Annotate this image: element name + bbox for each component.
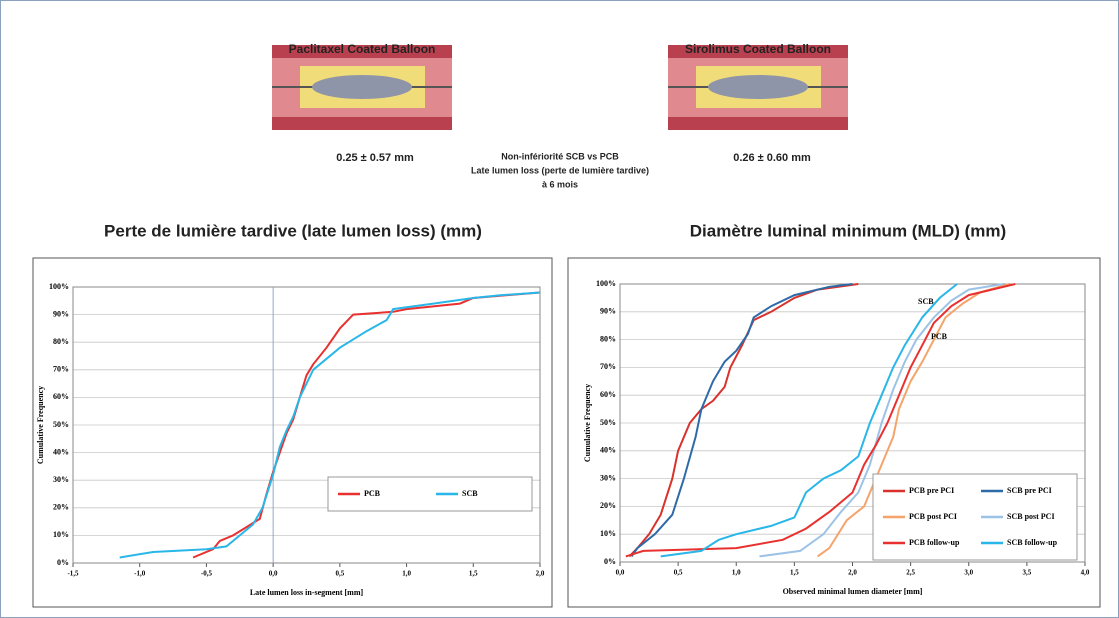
legend-label: PCB pre PCI	[909, 486, 954, 495]
comparison-line: à 6 mois	[542, 179, 578, 189]
y-tick-label: 50%	[53, 420, 69, 429]
y-tick-label: 30%	[53, 475, 69, 484]
y-axis-label: Cumulative Frequency	[583, 384, 592, 462]
legend-label: PCB post PCI	[909, 512, 957, 521]
legend-label: SCB follow-up	[1007, 538, 1058, 547]
y-tick-label: 0%	[604, 557, 616, 566]
y-tick-label: 80%	[53, 337, 69, 346]
y-tick-label: 20%	[53, 503, 69, 512]
x-tick-label: 3,5	[1023, 569, 1032, 577]
result-label: 0.25 ± 0.57 mm	[336, 152, 414, 164]
x-tick-label: 0,0	[269, 570, 278, 578]
x-tick-label: -0,5	[201, 570, 213, 578]
y-tick-label: 40%	[53, 447, 69, 456]
y-axis-label: Cumulative Frequency	[36, 386, 45, 464]
y-tick-label: 70%	[600, 362, 616, 371]
chart-title: Diamètre luminal minimum (MLD) (mm)	[690, 221, 1006, 240]
y-tick-label: 10%	[600, 529, 616, 538]
y-tick-label: 90%	[53, 309, 69, 318]
x-tick-label: 1,0	[732, 569, 741, 577]
y-tick-label: 50%	[600, 418, 616, 427]
y-tick-label: 60%	[600, 390, 616, 399]
y-tick-label: 100%	[596, 279, 616, 288]
annotation: SCB	[918, 297, 934, 306]
y-tick-label: 60%	[53, 392, 69, 401]
balloon-illustration	[668, 45, 848, 130]
comparison-line: Non-infériorité SCB vs PCB	[501, 151, 619, 161]
comparison-line: Late lumen loss (perte de lumière tardiv…	[471, 165, 649, 175]
x-tick-label: 0,5	[335, 570, 344, 578]
y-tick-label: 80%	[600, 334, 616, 343]
legend-label: SCB pre PCI	[1007, 486, 1052, 495]
chart-frame	[33, 258, 552, 607]
balloon-illustration	[272, 45, 452, 130]
legend-label: PCB follow-up	[909, 538, 960, 547]
annotation: PCB	[931, 332, 948, 341]
x-tick-label: 0,0	[616, 569, 625, 577]
y-tick-label: 30%	[600, 473, 616, 482]
x-axis-label: Late lumen loss in-segment [mm]	[250, 588, 364, 597]
x-tick-label: 1,5	[790, 569, 799, 577]
x-tick-label: 1,5	[469, 570, 478, 578]
x-tick-label: 2,5	[906, 569, 915, 577]
x-axis-label: Observed minimal lumen diameter [mm]	[783, 587, 923, 596]
x-tick-label: -1,0	[134, 570, 146, 578]
x-tick-label: 1,0	[402, 570, 411, 578]
x-tick-label: 3,0	[964, 569, 973, 577]
y-tick-label: 10%	[53, 530, 69, 539]
y-tick-label: 40%	[600, 446, 616, 455]
x-tick-label: -1,5	[67, 570, 79, 578]
legend-label: PCB	[364, 489, 381, 498]
x-tick-label: 4,0	[1081, 569, 1090, 577]
y-tick-label: 90%	[600, 307, 616, 316]
legend-label: SCB post PCI	[1007, 512, 1055, 521]
x-tick-label: 2,0	[848, 569, 857, 577]
y-tick-label: 20%	[600, 501, 616, 510]
result-label: 0.26 ± 0.60 mm	[733, 152, 811, 164]
y-tick-label: 0%	[57, 558, 69, 567]
legend-label: SCB	[462, 489, 478, 498]
chart-title: Perte de lumière tardive (late lumen los…	[104, 221, 482, 240]
y-tick-label: 70%	[53, 365, 69, 374]
illustration-label: Sirolimus Coated Balloon	[685, 42, 831, 56]
y-tick-label: 100%	[49, 282, 69, 291]
x-tick-label: 0,5	[674, 569, 683, 577]
illustration-label: Paclitaxel Coated Balloon	[289, 42, 436, 56]
page: Paclitaxel Coated Balloon Sirolimus Coat…	[0, 0, 1119, 618]
x-tick-label: 2,0	[536, 570, 545, 578]
